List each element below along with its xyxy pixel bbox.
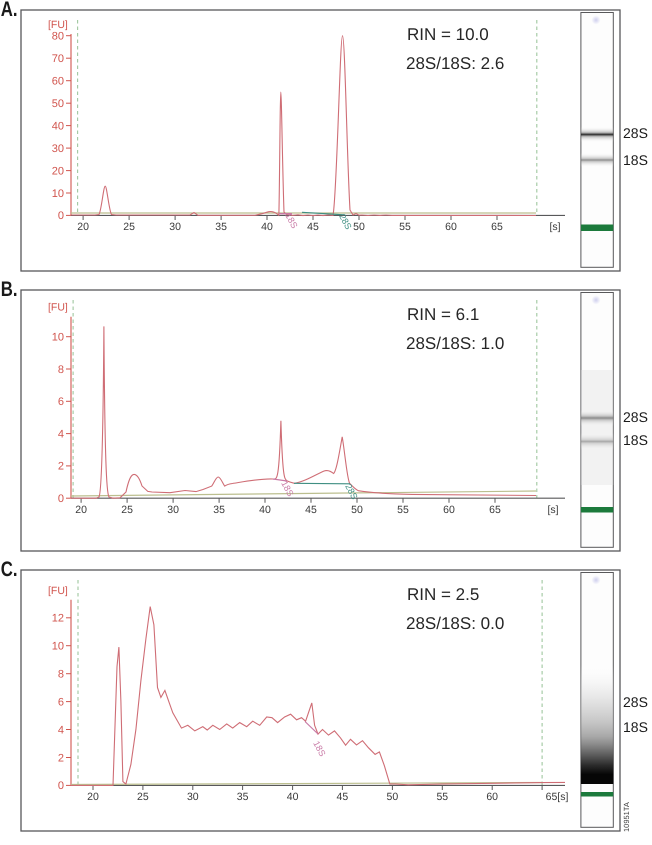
svg-text:8: 8 <box>58 364 64 376</box>
svg-text:65[s]: 65[s] <box>546 791 569 803</box>
svg-text:28S: 28S <box>623 125 648 141</box>
svg-text:28S: 28S <box>623 409 648 425</box>
svg-text:18S: 18S <box>279 479 295 498</box>
svg-text:28S/18S: 0.0: 28S/18S: 0.0 <box>406 614 504 633</box>
svg-text:4: 4 <box>58 724 64 736</box>
svg-text:45: 45 <box>305 504 317 516</box>
svg-text:55: 55 <box>399 221 411 233</box>
svg-text:30: 30 <box>187 791 199 803</box>
svg-text:80: 80 <box>52 31 64 43</box>
svg-text:6: 6 <box>58 696 64 708</box>
svg-text:70: 70 <box>52 53 64 65</box>
svg-text:25: 25 <box>121 504 133 516</box>
svg-text:C.: C. <box>1 560 18 581</box>
svg-text:25: 25 <box>137 791 149 803</box>
svg-text:25: 25 <box>123 221 135 233</box>
svg-text:20: 20 <box>52 165 64 177</box>
svg-text:RIN = 6.1: RIN = 6.1 <box>407 305 479 324</box>
svg-text:20: 20 <box>87 791 99 803</box>
svg-text:55: 55 <box>397 504 409 516</box>
svg-text:45: 45 <box>337 791 349 803</box>
svg-text:12: 12 <box>52 613 64 625</box>
svg-text:20: 20 <box>75 504 87 516</box>
svg-text:[s]: [s] <box>547 504 558 516</box>
svg-text:30: 30 <box>167 504 179 516</box>
svg-text:18S: 18S <box>283 211 299 230</box>
svg-text:18S: 18S <box>311 739 327 758</box>
svg-text:28S: 28S <box>623 694 648 710</box>
svg-text:30: 30 <box>169 221 181 233</box>
svg-text:18S: 18S <box>623 152 648 168</box>
svg-text:50: 50 <box>387 791 399 803</box>
svg-text:40: 40 <box>52 120 64 132</box>
svg-text:35: 35 <box>213 504 225 516</box>
svg-text:0: 0 <box>58 210 64 222</box>
svg-text:50: 50 <box>353 221 365 233</box>
svg-text:RIN = 10.0: RIN = 10.0 <box>407 25 489 44</box>
svg-text:10: 10 <box>52 332 64 344</box>
svg-text:60: 60 <box>443 504 455 516</box>
svg-text:2: 2 <box>58 461 64 473</box>
svg-text:0: 0 <box>58 493 64 505</box>
svg-text:RIN = 2.5: RIN = 2.5 <box>407 585 479 604</box>
svg-text:6: 6 <box>58 396 64 408</box>
svg-text:28S/18S: 2.6: 28S/18S: 2.6 <box>406 54 504 73</box>
svg-text:45: 45 <box>307 221 319 233</box>
svg-text:18S: 18S <box>623 719 648 735</box>
svg-text:0: 0 <box>58 780 64 792</box>
svg-text:20: 20 <box>77 221 89 233</box>
svg-text:B.: B. <box>1 280 18 301</box>
svg-text:8: 8 <box>58 669 64 681</box>
svg-text:10: 10 <box>52 641 64 653</box>
svg-text:40: 40 <box>287 791 299 803</box>
svg-text:18S: 18S <box>623 432 648 448</box>
svg-text:50: 50 <box>52 98 64 110</box>
svg-text:65: 65 <box>491 221 503 233</box>
svg-text:A.: A. <box>1 0 18 21</box>
svg-text:4: 4 <box>58 428 64 440</box>
svg-text:[FU]: [FU] <box>48 19 68 31</box>
svg-text:50: 50 <box>351 504 363 516</box>
svg-text:35: 35 <box>215 221 227 233</box>
svg-text:60: 60 <box>52 76 64 88</box>
svg-text:10951TA: 10951TA <box>622 802 631 832</box>
svg-text:2: 2 <box>58 752 64 764</box>
svg-text:[s]: [s] <box>549 221 560 233</box>
svg-text:40: 40 <box>259 504 271 516</box>
svg-text:65: 65 <box>489 504 501 516</box>
svg-text:[FU]: [FU] <box>48 302 68 314</box>
svg-text:60: 60 <box>486 791 498 803</box>
svg-text:28S/18S: 1.0: 28S/18S: 1.0 <box>406 334 504 353</box>
svg-text:60: 60 <box>445 221 457 233</box>
svg-text:55: 55 <box>436 791 448 803</box>
svg-text:30: 30 <box>52 143 64 155</box>
svg-text:40: 40 <box>261 221 273 233</box>
svg-text:10: 10 <box>52 188 64 200</box>
svg-text:[FU]: [FU] <box>48 585 68 597</box>
svg-text:35: 35 <box>237 791 249 803</box>
